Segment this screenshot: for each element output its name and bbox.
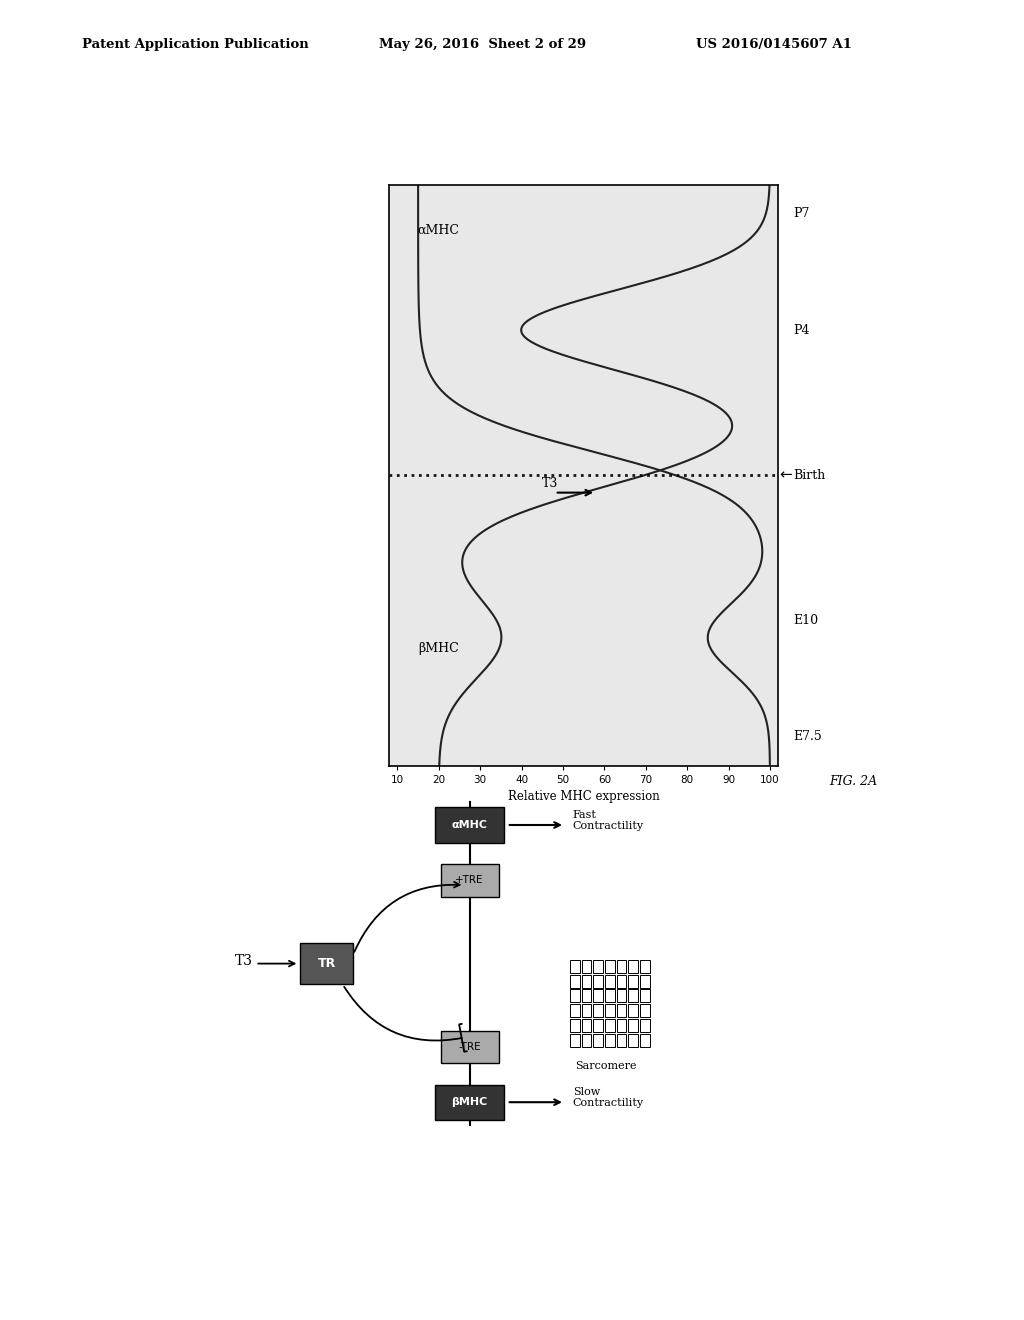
Bar xyxy=(594,974,603,987)
Text: Patent Application Publication: Patent Application Publication xyxy=(82,37,308,50)
Bar xyxy=(640,1019,649,1032)
Text: TR: TR xyxy=(317,957,336,970)
Bar xyxy=(594,960,603,973)
Text: βMHC: βMHC xyxy=(419,643,459,655)
Bar xyxy=(629,960,638,973)
Bar xyxy=(640,960,649,973)
FancyBboxPatch shape xyxy=(435,1085,504,1119)
Bar xyxy=(640,990,649,1002)
Bar xyxy=(616,1034,627,1047)
Bar xyxy=(582,1005,592,1018)
FancyBboxPatch shape xyxy=(435,808,504,842)
Bar xyxy=(570,960,580,973)
Bar xyxy=(616,1019,627,1032)
Bar xyxy=(640,1005,649,1018)
Text: Sarcomere: Sarcomere xyxy=(574,1061,636,1071)
Bar xyxy=(570,974,580,987)
Bar xyxy=(629,1019,638,1032)
Bar xyxy=(582,974,592,987)
Bar xyxy=(605,1034,614,1047)
Bar xyxy=(582,1019,592,1032)
Bar xyxy=(570,990,580,1002)
Bar xyxy=(570,1034,580,1047)
Bar xyxy=(594,1019,603,1032)
Bar xyxy=(605,990,614,1002)
Text: βMHC: βMHC xyxy=(452,1097,487,1107)
Bar xyxy=(594,990,603,1002)
Bar xyxy=(605,1019,614,1032)
Bar xyxy=(605,974,614,987)
Bar xyxy=(629,974,638,987)
Text: FIG. 2A: FIG. 2A xyxy=(829,775,878,788)
Bar xyxy=(616,974,627,987)
Bar xyxy=(570,1019,580,1032)
Bar xyxy=(594,1005,603,1018)
Bar xyxy=(640,1034,649,1047)
Text: T3: T3 xyxy=(234,954,253,969)
Bar xyxy=(616,1005,627,1018)
FancyBboxPatch shape xyxy=(440,865,499,896)
Bar xyxy=(629,990,638,1002)
Text: P4: P4 xyxy=(794,323,810,337)
Text: T3: T3 xyxy=(543,478,559,491)
Text: αMHC: αMHC xyxy=(418,224,460,238)
Text: Slow
Contractility: Slow Contractility xyxy=(572,1086,644,1109)
Text: US 2016/0145607 A1: US 2016/0145607 A1 xyxy=(696,37,852,50)
Bar xyxy=(616,960,627,973)
Bar xyxy=(605,960,614,973)
Text: ←: ← xyxy=(779,467,792,483)
Text: -TRE: -TRE xyxy=(459,1041,481,1052)
Bar xyxy=(582,960,592,973)
Bar xyxy=(582,990,592,1002)
Text: +TRE: +TRE xyxy=(456,875,484,886)
Text: Birth: Birth xyxy=(794,469,825,482)
Text: P7: P7 xyxy=(794,207,810,220)
Text: May 26, 2016  Sheet 2 of 29: May 26, 2016 Sheet 2 of 29 xyxy=(379,37,586,50)
Bar xyxy=(570,1005,580,1018)
FancyBboxPatch shape xyxy=(440,1031,499,1063)
X-axis label: Relative MHC expression: Relative MHC expression xyxy=(508,791,659,803)
Bar xyxy=(640,974,649,987)
FancyBboxPatch shape xyxy=(300,942,353,985)
Bar xyxy=(582,1034,592,1047)
Bar xyxy=(616,990,627,1002)
Bar xyxy=(629,1005,638,1018)
Text: E10: E10 xyxy=(794,614,819,627)
Text: Fast
Contractility: Fast Contractility xyxy=(572,809,644,832)
Bar xyxy=(605,1005,614,1018)
Bar xyxy=(629,1034,638,1047)
Bar xyxy=(594,1034,603,1047)
Text: αMHC: αMHC xyxy=(452,820,487,830)
Text: α/β Myosin Heavy Chain Switching: α/β Myosin Heavy Chain Switching xyxy=(154,447,172,796)
Text: E7.5: E7.5 xyxy=(794,730,822,743)
